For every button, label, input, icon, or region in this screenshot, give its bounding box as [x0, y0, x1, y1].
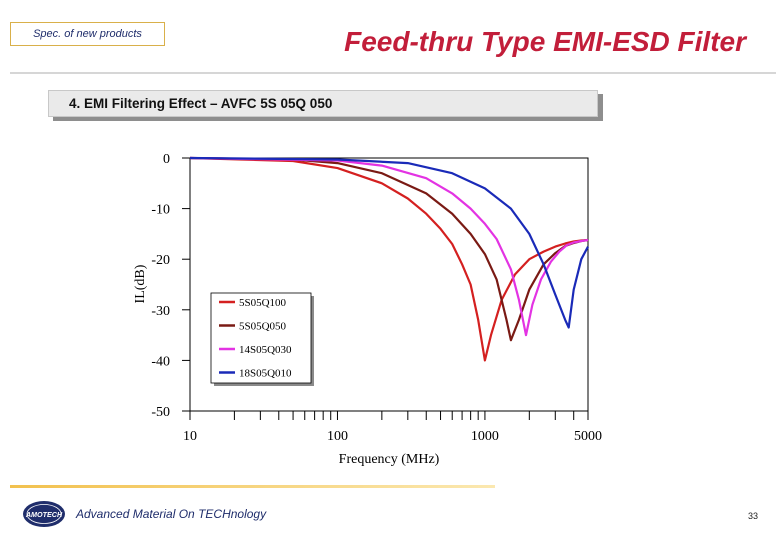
- legend-box: [210, 292, 312, 384]
- x-tick-label: 1000: [471, 429, 499, 444]
- legend-label: 5S05Q100: [239, 297, 287, 309]
- title-divider: [10, 72, 776, 74]
- series-line: [189, 156, 589, 329]
- page-title: Feed-thru Type EMI-ESD Filter: [344, 26, 746, 57]
- y-tick-label: -30: [151, 304, 170, 319]
- x-axis-title: Frequency (MHz): [339, 452, 440, 467]
- y-axis-title: IL(dB): [133, 264, 148, 303]
- x-tick-label: 5000: [574, 429, 602, 444]
- legend-label: 14S05Q030: [239, 344, 292, 356]
- x-tick-label: 10: [183, 429, 197, 444]
- x-tick-label: 100: [327, 429, 348, 444]
- y-tick-label: -20: [151, 253, 170, 268]
- company-name: Advanced Material On TECHnology: [76, 507, 267, 521]
- y-tick-label: -10: [151, 203, 170, 218]
- y-tick-label: 0: [163, 152, 170, 167]
- legend-label: 18S05Q010: [239, 368, 292, 380]
- footer-divider: [10, 485, 495, 488]
- amotech-logo: AMOTECH: [23, 501, 65, 527]
- section-heading: 4. EMI Filtering Effect – AVFC 5S 05Q 05…: [48, 90, 598, 117]
- y-tick-label: -40: [151, 354, 170, 369]
- plot-frame: [189, 157, 589, 412]
- spec-label: Spec. of new products: [10, 22, 165, 46]
- page-number: 33: [748, 511, 759, 521]
- series-line: [189, 156, 589, 337]
- series-line: [189, 156, 589, 362]
- y-tick-label: -50: [151, 405, 170, 420]
- legend-label: 5S05Q050: [239, 321, 287, 333]
- svg-text:AMOTECH: AMOTECH: [25, 510, 63, 519]
